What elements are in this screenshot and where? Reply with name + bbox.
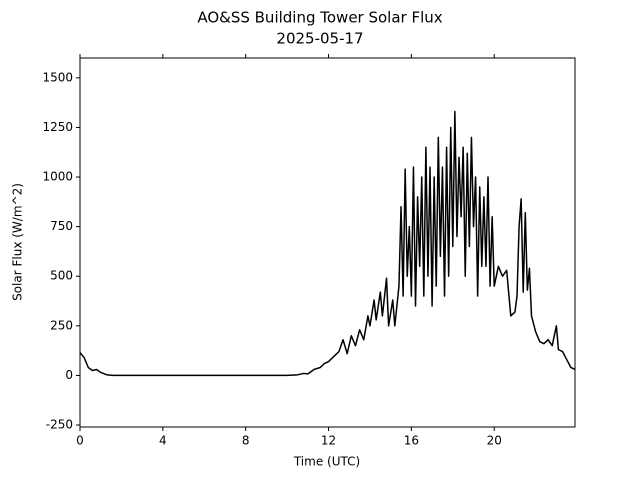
chart-title: AO&SS Building Tower Solar Flux bbox=[197, 9, 442, 27]
y-tick-label: -250 bbox=[46, 418, 73, 432]
y-axis-label: Solar Flux (W/m^2) bbox=[11, 183, 25, 301]
x-tick-label: 4 bbox=[159, 434, 167, 448]
x-tick-label: 12 bbox=[321, 434, 336, 448]
chart-subtitle: 2025-05-17 bbox=[276, 30, 363, 48]
y-tick-label: 0 bbox=[65, 368, 73, 382]
x-axis-label: Time (UTC) bbox=[293, 455, 360, 469]
x-tick-label: 16 bbox=[404, 434, 419, 448]
x-tick-label: 20 bbox=[487, 434, 502, 448]
flux-line bbox=[79, 110, 576, 377]
y-tick-label: 750 bbox=[50, 219, 73, 233]
x-tick-label: 0 bbox=[76, 434, 84, 448]
y-tick-label: 250 bbox=[50, 318, 73, 332]
y-tick-label: 1000 bbox=[42, 170, 73, 184]
plot-frame bbox=[79, 57, 576, 428]
y-tick-label: 1250 bbox=[42, 120, 73, 134]
y-tick-label: 500 bbox=[50, 269, 73, 283]
y-tick-label: 1500 bbox=[42, 70, 73, 84]
x-tick-label: 8 bbox=[242, 434, 250, 448]
